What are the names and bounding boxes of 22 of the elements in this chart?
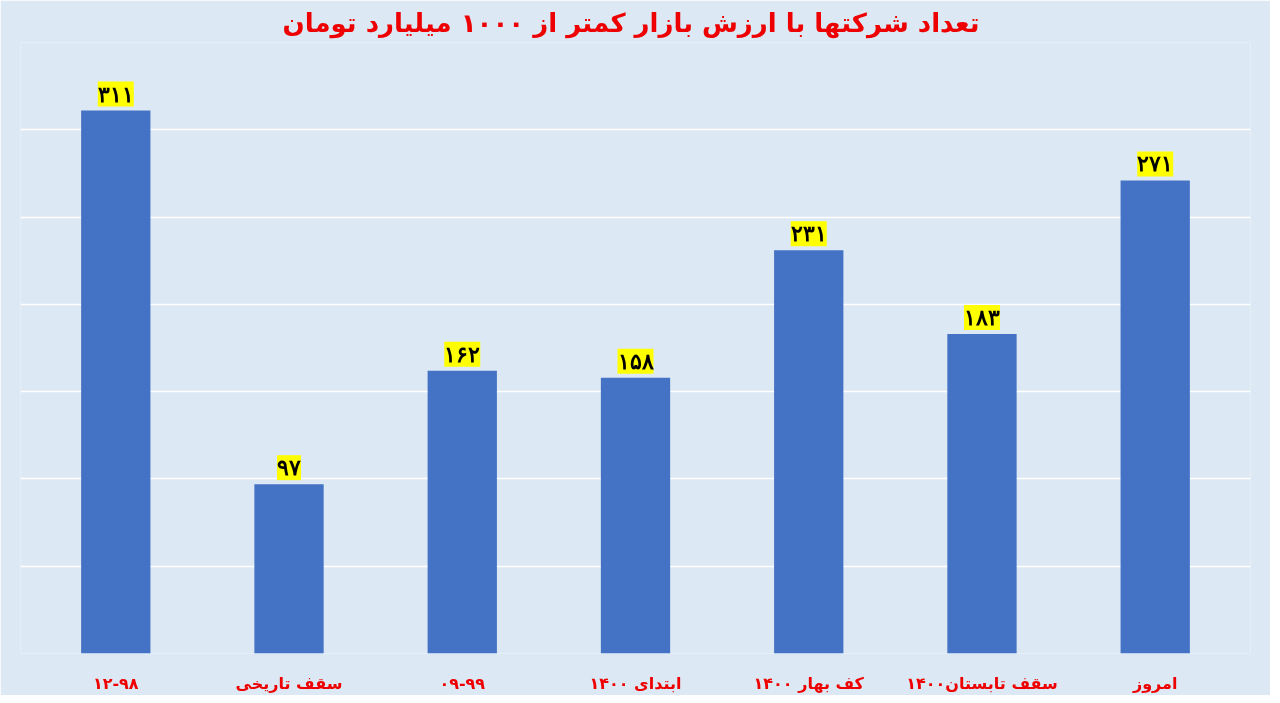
x-tick-label: سقف تابستان۱۴۰۰ (906, 673, 1058, 693)
bar (254, 484, 324, 654)
bar (600, 377, 671, 654)
x-tick-label: کف بهار ۱۴۰۰ (753, 673, 865, 693)
data-label: ۲۳۱ (790, 221, 827, 247)
bar (947, 334, 1017, 654)
bar (81, 110, 151, 654)
data-label: ۳۱۱ (97, 81, 134, 107)
data-label: ۱۸۳ (963, 305, 1000, 331)
data-label: ۲۷۱ (1137, 151, 1174, 177)
bar (427, 370, 497, 654)
x-tick-label: ۰۹-۹۹ (439, 673, 486, 693)
bar (1120, 180, 1190, 654)
x-tick-label: امروز (1131, 673, 1178, 693)
data-label: ۱۵۸ (617, 348, 654, 374)
x-tick-label: سقف تاریخی (235, 673, 343, 693)
data-label: ۱۶۲ (444, 341, 481, 367)
chart-title: تعداد شرکتها با ارزش بازار کمتر از ۱۰۰۰ میلیارد تومان (282, 7, 980, 39)
data-label: ۹۷ (277, 455, 302, 481)
x-tick-label: ابتدای ۱۴۰۰ (589, 673, 682, 693)
bar (774, 250, 844, 654)
x-tick-label: ۱۲-۹۸ (92, 673, 139, 693)
